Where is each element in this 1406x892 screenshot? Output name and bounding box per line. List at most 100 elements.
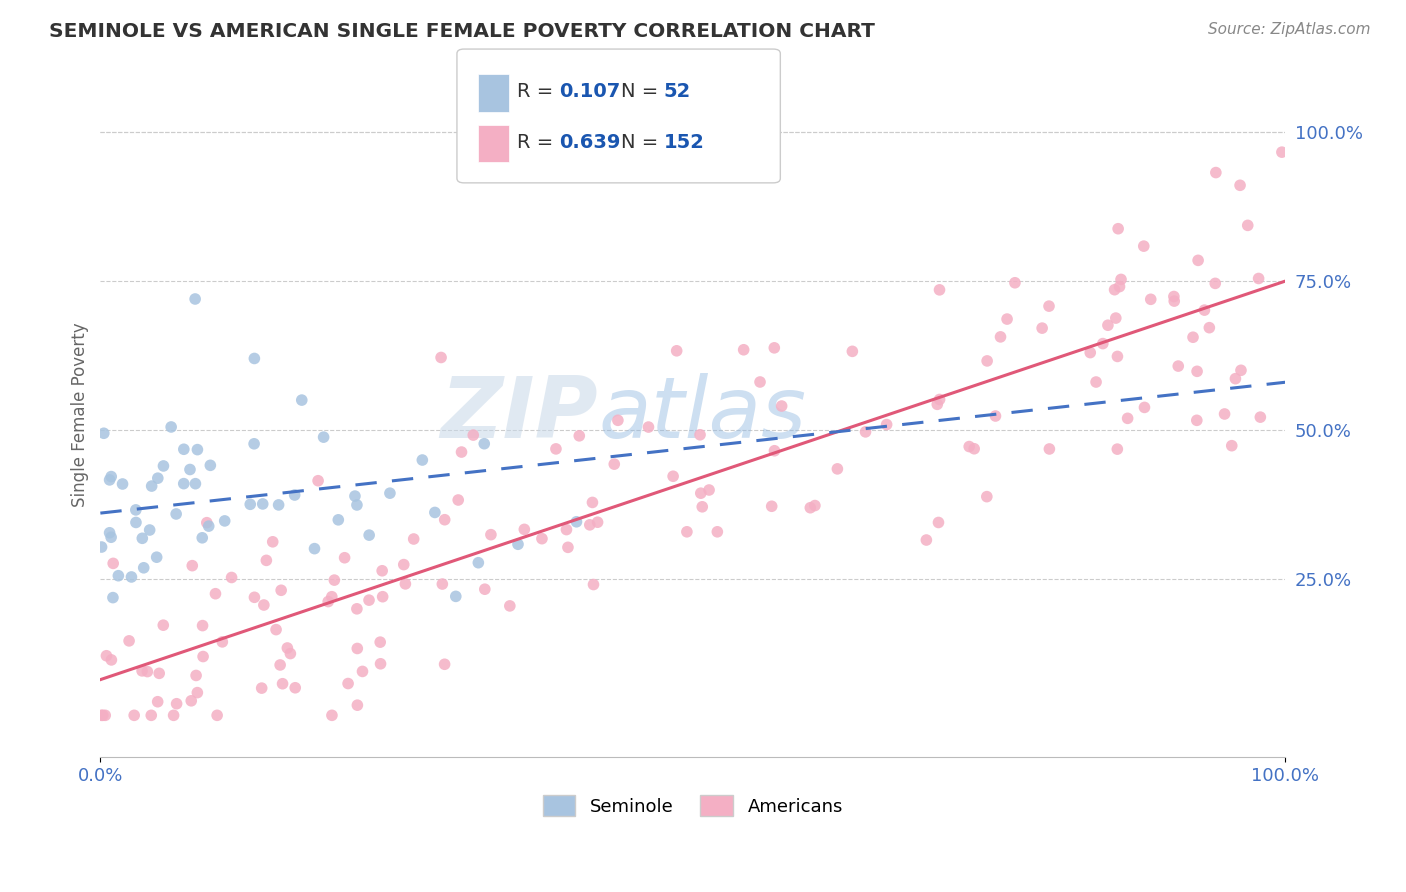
Point: [264, 623, 287, 637]
Point: [284, 681, 307, 695]
Text: 0.639: 0.639: [560, 133, 621, 153]
Point: [479, 527, 502, 541]
Point: [254, 553, 277, 567]
Point: [1038, 299, 1060, 313]
Point: [665, 343, 688, 358]
Point: [352, 665, 374, 679]
Point: [1108, 279, 1130, 293]
Point: [271, 677, 294, 691]
Point: [467, 556, 489, 570]
Point: [252, 497, 274, 511]
Point: [1116, 411, 1139, 425]
Point: [763, 341, 786, 355]
Point: [357, 593, 380, 607]
Point: [267, 498, 290, 512]
Point: [180, 694, 202, 708]
Point: [131, 531, 153, 545]
Point: [195, 516, 218, 530]
Point: [136, 665, 159, 679]
Point: [191, 531, 214, 545]
Point: [676, 524, 699, 539]
Point: [141, 479, 163, 493]
Point: [581, 495, 603, 509]
Point: [307, 474, 329, 488]
Point: [191, 618, 214, 632]
Point: [243, 351, 266, 366]
Point: [211, 635, 233, 649]
Point: [433, 513, 456, 527]
Point: [1105, 311, 1128, 326]
Text: 52: 52: [664, 82, 690, 102]
Point: [148, 666, 170, 681]
Point: [763, 443, 786, 458]
Point: [841, 344, 863, 359]
Point: [186, 442, 208, 457]
Point: [378, 486, 401, 500]
Point: [184, 292, 207, 306]
Text: atlas: atlas: [598, 374, 806, 457]
Point: [221, 570, 243, 584]
Point: [1182, 330, 1205, 344]
Point: [179, 462, 201, 476]
Point: [662, 469, 685, 483]
Point: [1031, 321, 1053, 335]
Point: [91, 708, 114, 723]
Point: [165, 507, 187, 521]
Point: [1132, 239, 1154, 253]
Point: [333, 550, 356, 565]
Point: [162, 708, 184, 723]
Point: [915, 533, 938, 547]
Point: [586, 515, 609, 529]
Point: [555, 523, 578, 537]
Point: [316, 594, 339, 608]
Point: [697, 483, 720, 497]
Point: [214, 514, 236, 528]
Point: [181, 558, 204, 573]
Point: [370, 657, 392, 671]
Text: N =: N =: [621, 133, 665, 153]
Point: [250, 681, 273, 695]
Point: [371, 564, 394, 578]
Point: [1271, 145, 1294, 160]
Point: [304, 541, 326, 556]
Point: [1091, 336, 1114, 351]
Point: [392, 558, 415, 572]
Point: [131, 664, 153, 678]
Point: [359, 528, 381, 542]
Text: R =: R =: [517, 82, 560, 102]
Point: [312, 430, 335, 444]
Point: [270, 583, 292, 598]
Point: [430, 351, 453, 365]
Point: [205, 708, 228, 723]
Point: [394, 577, 416, 591]
Point: [637, 420, 659, 434]
Point: [197, 519, 219, 533]
Point: [749, 375, 772, 389]
Point: [928, 392, 950, 407]
Point: [995, 312, 1018, 326]
Point: [1163, 289, 1185, 303]
Point: [1185, 364, 1208, 378]
Point: [186, 685, 208, 699]
Point: [544, 442, 567, 456]
Text: 152: 152: [664, 133, 704, 153]
Point: [152, 618, 174, 632]
Point: [690, 500, 713, 514]
Point: [957, 440, 980, 454]
Point: [530, 532, 553, 546]
Legend: Seminole, Americans: Seminole, Americans: [536, 788, 851, 823]
Point: [1249, 410, 1271, 425]
Point: [474, 582, 496, 597]
Point: [804, 499, 827, 513]
Point: [761, 500, 783, 514]
Point: [1104, 283, 1126, 297]
Point: [1139, 293, 1161, 307]
Point: [269, 657, 291, 672]
Point: [1133, 401, 1156, 415]
Point: [98, 525, 121, 540]
Point: [328, 513, 350, 527]
Point: [706, 524, 728, 539]
Point: [141, 708, 163, 723]
Point: [963, 442, 986, 456]
Point: [984, 409, 1007, 423]
